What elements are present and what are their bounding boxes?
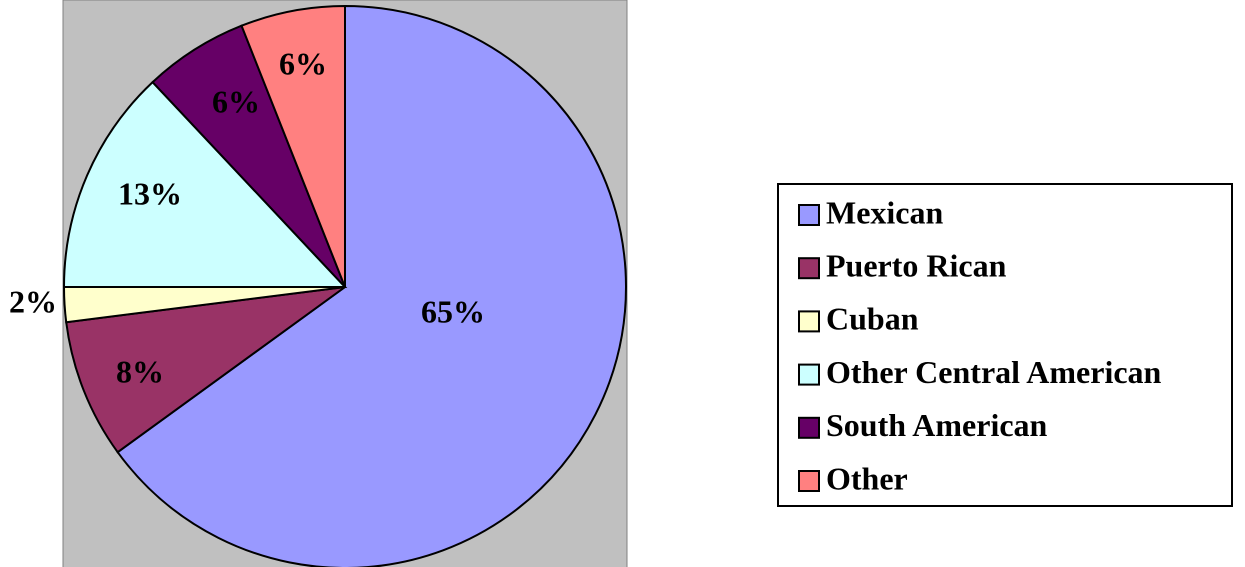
legend-swatch [798,257,820,280]
legend-label: Other [826,460,908,496]
legend-label: Other Central American [826,354,1162,390]
legend-swatch [798,416,820,439]
pie-slice [62,80,348,288]
data-label: 2% [9,283,57,319]
legend-swatch [798,310,820,333]
legend-label: Cuban [826,301,919,337]
legend-swatch [798,363,820,386]
pie-slice [240,4,346,288]
data-label: 13% [118,175,182,211]
legend-label: Puerto Rican [826,248,1007,284]
pie-slice [65,286,346,454]
legend [777,183,1233,507]
data-label: 6% [212,83,260,119]
legend-label: Mexican [826,194,944,230]
pie-slice [116,4,627,567]
data-label: 8% [116,353,164,389]
legend-label: South American [826,407,1048,443]
legend-swatch [798,470,820,492]
legend-swatch [798,204,820,226]
data-label: 65% [421,293,485,329]
data-label: 6% [279,45,327,81]
